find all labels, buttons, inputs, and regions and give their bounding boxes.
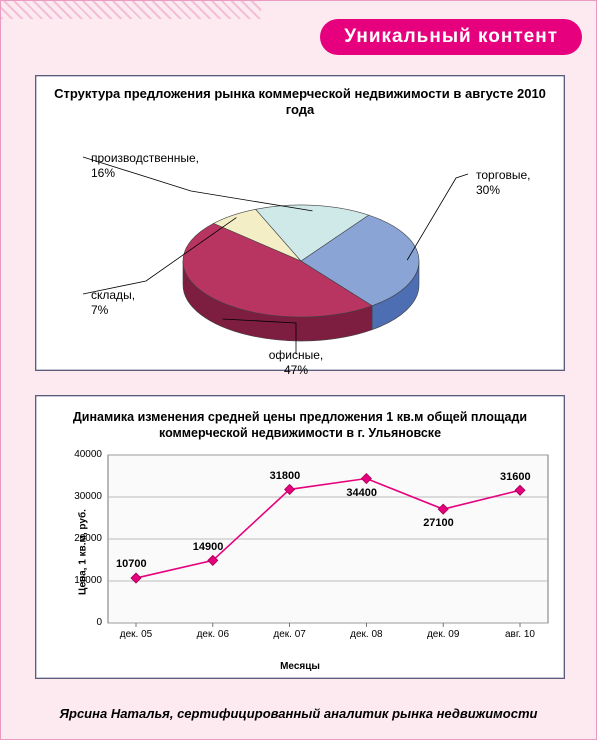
byline: Ярсина Наталья, сертифицированный аналит…	[1, 706, 596, 721]
data-point-label: 10700	[116, 558, 147, 570]
data-point-label: 14900	[193, 541, 224, 553]
pie-chart-title: Структура предложения рынка коммерческой…	[36, 76, 564, 123]
line-chart-x-label: Месяцы	[36, 659, 564, 672]
x-tick-label: дек. 09	[417, 629, 469, 640]
x-tick-label: дек. 08	[340, 629, 392, 640]
line-chart-panel: Динамика изменения средней цены предложе…	[35, 395, 565, 679]
page-root: Уникальный контент Структура предложения…	[0, 0, 597, 740]
data-point-label: 34400	[346, 487, 377, 499]
pie-chart-panel: Структура предложения рынка коммерческой…	[35, 75, 565, 371]
pie-slice-label: склады, 7%	[91, 288, 135, 318]
y-tick-label: 20000	[52, 533, 102, 544]
y-tick-label: 0	[52, 617, 102, 628]
line-chart-area: Цена, 1 кв.м, руб. 010000200003000040000…	[36, 445, 564, 659]
pie-slice-label: офисные, 47%	[269, 348, 324, 378]
section-badge: Уникальный контент	[320, 19, 582, 55]
x-tick-label: авг. 10	[494, 629, 546, 640]
data-point-label: 31600	[500, 471, 531, 483]
data-point-label: 31800	[270, 470, 301, 482]
header-stripes	[1, 1, 261, 19]
y-tick-label: 40000	[52, 449, 102, 460]
line-chart-title: Динамика изменения средней цены предложе…	[36, 396, 564, 445]
x-tick-label: дек. 05	[110, 629, 162, 640]
pie-slice-label: производственные, 16%	[91, 151, 199, 181]
data-point-label: 27100	[423, 517, 454, 529]
y-tick-label: 30000	[52, 491, 102, 502]
leader-line	[407, 174, 468, 260]
badge-text: Уникальный контент	[344, 26, 558, 48]
x-tick-label: дек. 07	[264, 629, 316, 640]
y-tick-label: 10000	[52, 575, 102, 586]
pie-slice-label: торговые, 30%	[476, 168, 531, 198]
x-tick-label: дек. 06	[187, 629, 239, 640]
pie-chart-area: торговые, 30%офисные, 47%склады, 7%произ…	[36, 123, 564, 369]
